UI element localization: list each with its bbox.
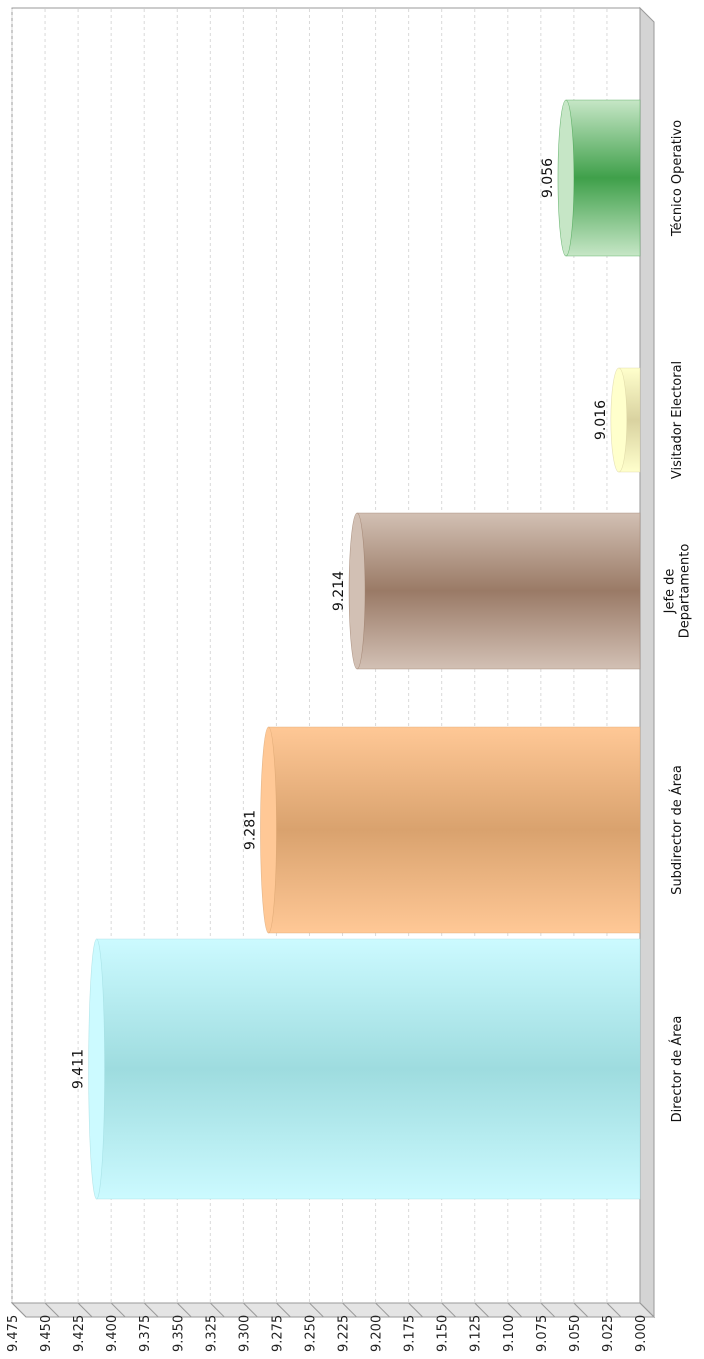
tick-mark (77, 1302, 93, 1318)
category-label: Subdirector de Área (669, 765, 685, 895)
tick-mark (209, 1302, 225, 1318)
data-label: 9.056 (540, 158, 556, 198)
tick-mark (176, 1302, 192, 1318)
bar-top-cap (88, 938, 105, 1200)
bar (96, 938, 641, 1200)
y-tick-label: 9.000 (634, 1315, 649, 1352)
plot-area: 9.000 9.025 9.050 9.075 9.100 9.125 9.150 9.175… (6, 6, 693, 1352)
tick-mark (276, 1302, 291, 1318)
category-label: Departamento (678, 544, 693, 639)
y-tick-label: 9.275 (270, 1315, 285, 1352)
tick-mark (375, 1302, 390, 1318)
bar-top-cap (348, 512, 366, 670)
tick-mark (110, 1302, 126, 1318)
bar (356, 512, 641, 670)
data-label: 9.214 (331, 571, 347, 611)
data-label: 9.016 (593, 400, 609, 440)
tick-mark (474, 1302, 490, 1318)
y-tick-label: 9.450 (39, 1315, 54, 1352)
chart-floor-wall (639, 6, 655, 1319)
y-tick-label: 9.300 (237, 1315, 252, 1352)
y-tick-label: 9.100 (502, 1315, 517, 1352)
tick-mark (143, 1302, 159, 1318)
tick-mark (342, 1302, 357, 1318)
tick-mark (639, 1302, 655, 1318)
y-tick-label: 9.200 (370, 1315, 385, 1352)
y-tick-label: 9.125 (469, 1315, 484, 1352)
tick-mark (44, 1302, 60, 1318)
tick-mark (408, 1302, 423, 1318)
y-tick-label: 9.475 (6, 1315, 21, 1352)
tick-mark (441, 1302, 457, 1318)
y-tick-label: 9.225 (337, 1315, 352, 1352)
category-label: Director de Área (669, 1016, 685, 1123)
data-label: 9.411 (71, 1049, 87, 1089)
y-tick-label: 9.025 (601, 1315, 616, 1352)
y-tick-label: 9.250 (303, 1315, 318, 1352)
tick-mark (309, 1302, 324, 1318)
tick-mark (573, 1302, 589, 1318)
bar (565, 99, 641, 257)
y-tick-label: 9.425 (72, 1315, 87, 1352)
y-tick-label: 9.150 (436, 1315, 451, 1352)
tick-mark (606, 1302, 622, 1318)
bar-top-cap (610, 367, 628, 473)
tick-mark (11, 1302, 27, 1318)
category-label: Técnico Operativo (670, 120, 685, 237)
bar-top-cap (260, 726, 277, 934)
tick-mark (540, 1302, 556, 1318)
y-tick-label: 9.075 (535, 1315, 550, 1352)
y-tick-label: 9.400 (105, 1315, 120, 1352)
y-tick-label: 9.375 (138, 1315, 153, 1352)
bar (268, 726, 641, 934)
category-label: Visitador Electoral (670, 361, 685, 479)
bar-top-cap (557, 99, 575, 257)
y-tick-label: 9.325 (204, 1315, 219, 1352)
tick-mark (507, 1302, 523, 1318)
y-tick-label: 9.175 (403, 1315, 418, 1352)
y-tick-label: 9.350 (171, 1315, 186, 1352)
y-tick-label: 9.050 (568, 1315, 583, 1352)
tick-mark (243, 1302, 258, 1318)
data-label: 9.281 (242, 810, 258, 850)
category-label: Jefe de (663, 569, 678, 615)
